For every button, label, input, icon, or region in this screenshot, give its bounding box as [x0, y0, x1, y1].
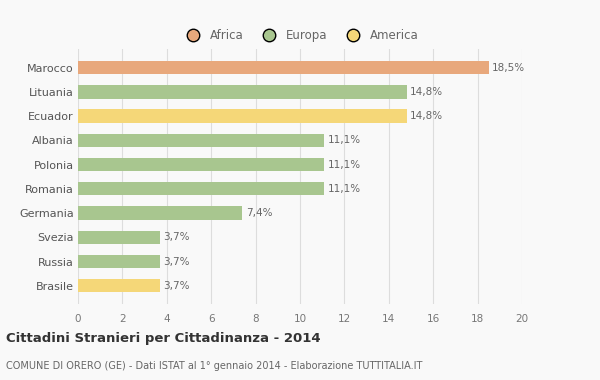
Text: 7,4%: 7,4% [245, 208, 272, 218]
Text: 11,1%: 11,1% [328, 160, 361, 169]
Bar [78, 134, 325, 147]
Text: 3,7%: 3,7% [163, 256, 190, 266]
Text: 3,7%: 3,7% [163, 281, 190, 291]
Bar [78, 279, 160, 293]
Bar [78, 61, 489, 74]
Text: Cittadini Stranieri per Cittadinanza - 2014: Cittadini Stranieri per Cittadinanza - 2… [6, 332, 320, 345]
Bar [78, 85, 407, 98]
Bar [78, 255, 160, 268]
Bar [78, 158, 325, 171]
Text: 14,8%: 14,8% [410, 87, 443, 97]
Bar [78, 231, 160, 244]
Text: COMUNE DI ORERO (GE) - Dati ISTAT al 1° gennaio 2014 - Elaborazione TUTTITALIA.I: COMUNE DI ORERO (GE) - Dati ISTAT al 1° … [6, 361, 422, 370]
Text: 18,5%: 18,5% [492, 63, 525, 73]
Text: 11,1%: 11,1% [328, 184, 361, 194]
Text: 3,7%: 3,7% [163, 232, 190, 242]
Bar [78, 109, 407, 123]
Bar [78, 182, 325, 195]
Legend: Africa, Europa, America: Africa, Europa, America [176, 25, 424, 47]
Text: 11,1%: 11,1% [328, 135, 361, 145]
Bar [78, 206, 242, 220]
Text: 14,8%: 14,8% [410, 111, 443, 121]
